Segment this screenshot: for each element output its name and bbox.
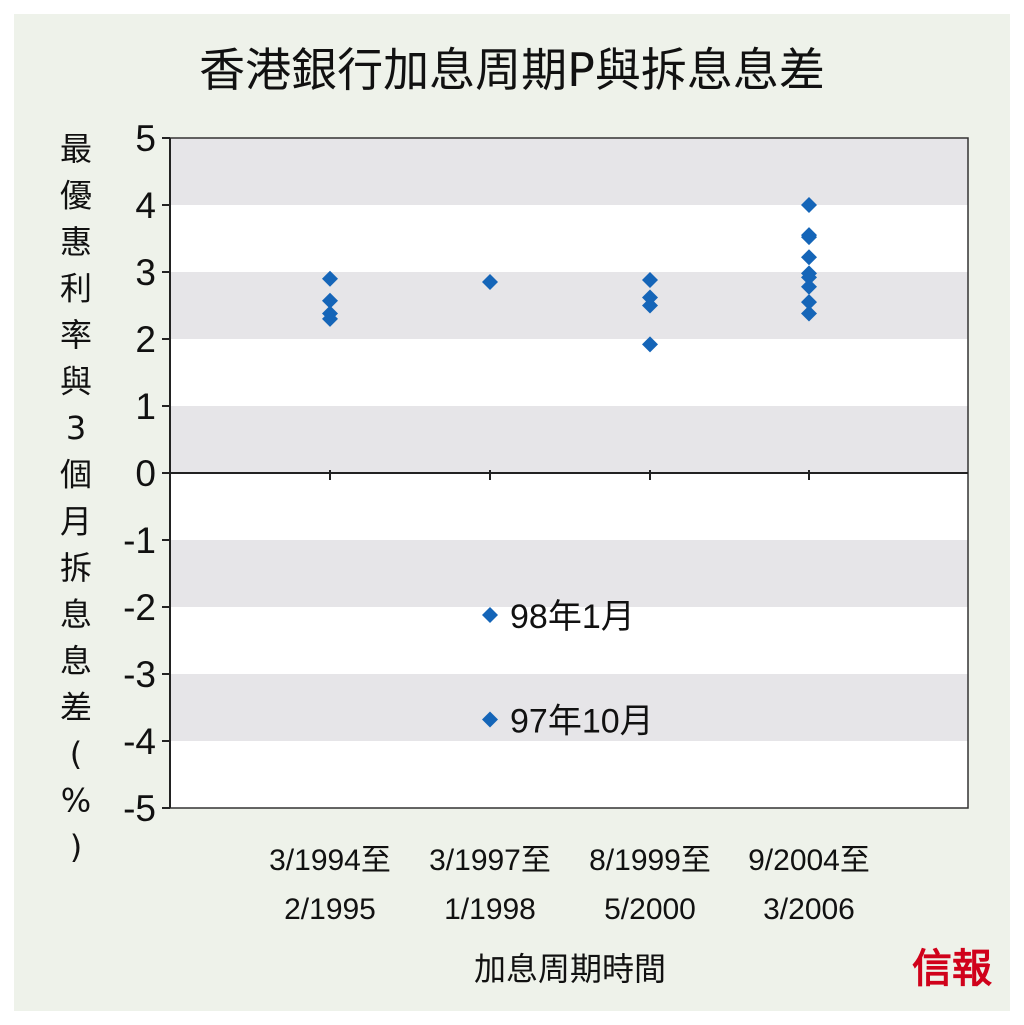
grid-band [170,540,968,607]
point-annotation: 97年10月 [510,703,654,741]
y-tick-label: 3 [135,252,156,293]
y-axis-label-char: 月 [60,502,92,540]
newspaper-logo: 信報 [912,945,992,992]
y-axis-label-char: 利 [60,270,92,308]
y-axis-label-char: 優 [60,177,92,215]
data-point [482,274,498,291]
data-point [801,249,817,266]
chart-frame: 香港銀行加息周期P與拆息息差 5 4 3 2 1 0 -1 -2 -3 -4 -5 3/1994至 2… [14,14,1010,1011]
data-point [322,310,338,327]
y-axis-label-char: 率 [60,316,92,354]
x-tick-label: 1/1998 [444,893,536,926]
y-axis-label-char: 與 [60,363,92,401]
y-tick-label: -1 [123,520,156,561]
y-axis-label-char: 最 [60,130,92,168]
grid-band [170,674,968,741]
x-axis-label: 加息周期時間 [474,950,666,988]
y-tick-label: -5 [123,788,156,829]
data-point [482,711,498,728]
y-tick-label: -4 [123,721,156,762]
chart: 香港銀行加息周期P與拆息息差 5 4 3 2 1 0 -1 -2 -3 -4 -5 3/1994至 2… [60,43,992,992]
y-axis-label-char: 個 [60,456,92,494]
y-tick-label: 4 [135,185,156,226]
y-axis-label-char: 息 [60,595,92,633]
data-point [322,270,338,287]
data-point [801,294,817,311]
y-axis-label-char: % [61,781,91,819]
y-axis-label-char: ) [70,828,82,866]
grid-band [170,138,968,205]
y-axis-label-char: 惠 [60,223,92,261]
x-tick-label: 3/2006 [763,893,855,926]
y-axis-label-char: 息 [60,642,92,680]
x-tick-label: 5/2000 [604,893,696,926]
y-axis-label-char: 拆 [60,549,92,587]
x-tick-label: 3/1994至 [269,844,391,877]
data-point [801,269,817,286]
data-point [642,297,658,314]
chart-title: 香港銀行加息周期P與拆息息差 [199,43,825,97]
y-tick-label: 1 [135,386,156,427]
grid-band [170,406,968,473]
data-point [801,229,817,246]
data-point [482,607,498,624]
y-tick-label: 2 [135,319,156,360]
data-point [322,292,338,309]
x-tick-label: 8/1999至 [589,844,711,877]
y-axis-label-char: ( [70,735,82,773]
data-point [642,289,658,306]
data-point [801,305,817,322]
data-point [801,197,817,213]
x-tick-label: 9/2004至 [748,844,870,877]
y-axis-label-char: 差 [60,688,92,726]
y-tick-label: -2 [123,587,156,628]
data-point [801,278,817,295]
data-point [642,336,658,353]
y-tick-label: 5 [135,118,156,159]
y-tick-label: -3 [123,654,156,695]
point-annotation: 98年1月 [510,598,635,636]
x-tick-label: 3/1997至 [429,844,551,877]
grid-band [170,272,968,339]
y-axis-label-char: 3 [66,409,86,447]
y-tick-label: 0 [135,453,156,494]
data-point [642,272,658,289]
x-tick-label: 2/1995 [284,893,376,926]
